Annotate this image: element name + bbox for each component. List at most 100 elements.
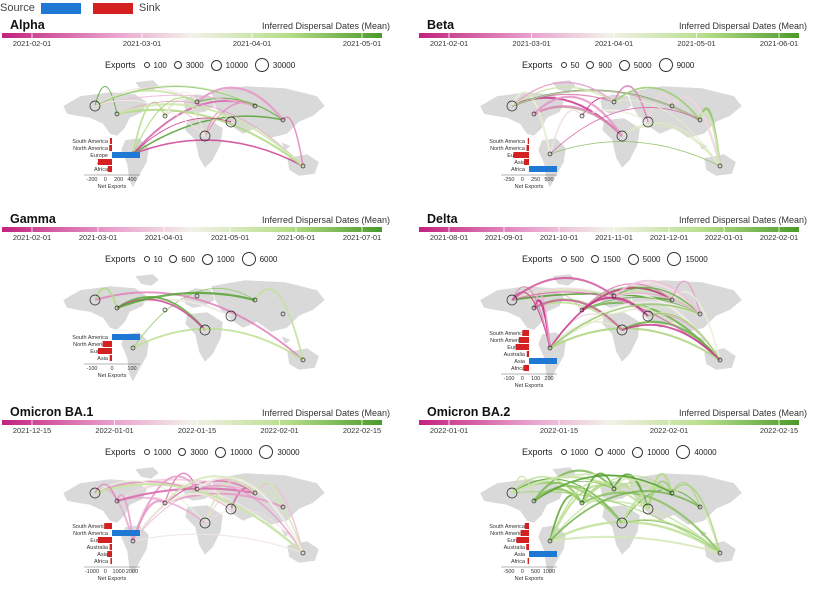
continent xyxy=(479,478,565,524)
world-map xyxy=(62,273,326,383)
net-exports-label: Net Exports xyxy=(515,576,544,582)
dispersal-flow xyxy=(698,111,722,167)
export-node xyxy=(162,113,168,119)
panel-svg: 2022-01-01 2022-01-15 2022-02-01 2022-02-15… xyxy=(419,420,799,582)
export-node xyxy=(531,305,537,311)
dispersal-flow xyxy=(533,480,615,502)
export-node xyxy=(89,100,101,112)
dispersal-flow xyxy=(613,292,701,315)
panel-4: Omicron BA.1 Inferred Dispersal Dates (Me… xyxy=(0,405,404,595)
dispersal-flow xyxy=(549,141,721,167)
colorbar xyxy=(2,33,382,38)
dispersal-flow xyxy=(94,87,198,107)
net-export-bar xyxy=(107,551,112,557)
net-export-tick: 500 xyxy=(531,569,540,575)
dispersal-flow xyxy=(549,303,701,349)
net-export-bar xyxy=(513,152,529,158)
exports-size-item: 600 xyxy=(169,255,195,264)
net-export-bar xyxy=(527,558,529,564)
exports-size-item: 500 xyxy=(560,255,584,264)
date-tick-label: 2022-01-01 xyxy=(430,426,468,435)
dispersal-flow xyxy=(533,474,673,502)
panel-2: Gamma Inferred Dispersal Dates (Mean) 2021… xyxy=(0,212,404,402)
exports-size-item: 3000 xyxy=(178,448,208,457)
net-export-tick: 100 xyxy=(127,366,136,372)
dispersal-flow xyxy=(549,327,721,361)
region-label: North America xyxy=(73,342,109,348)
exports-size-label: 30000 xyxy=(277,447,300,457)
export-node xyxy=(717,550,723,556)
net-export-bar xyxy=(112,152,140,158)
region-label: Asia xyxy=(97,356,109,362)
exports-size-label: 9000 xyxy=(676,60,695,70)
net-export-bar xyxy=(529,551,557,557)
net-export-tick: 500 xyxy=(544,177,553,183)
dispersal-flow xyxy=(132,139,304,167)
export-node xyxy=(300,163,306,169)
colorbar-title: Inferred Dispersal Dates (Mean) xyxy=(261,408,390,418)
exports-size-circle xyxy=(627,253,639,265)
dispersal-flow xyxy=(204,508,304,554)
export-node xyxy=(611,486,617,492)
dispersal-flow xyxy=(533,95,623,137)
panel-1: Beta Inferred Dispersal Dates (Mean) 2021-… xyxy=(417,18,821,208)
net-export-tick: 0 xyxy=(104,177,107,183)
net-export-tick: 0 xyxy=(521,177,524,183)
colorbar-title: Inferred Dispersal Dates (Mean) xyxy=(678,21,807,31)
dispersal-flow xyxy=(196,86,284,121)
exports-size-label: 50 xyxy=(570,60,580,70)
dispersal-flow xyxy=(132,327,304,361)
dispersal-flow xyxy=(196,97,284,121)
net-export-tick: -100 xyxy=(503,376,514,382)
colorbar xyxy=(419,33,799,38)
net-exports-label: Net Exports xyxy=(515,184,544,190)
export-node xyxy=(531,111,537,117)
export-node xyxy=(616,517,628,529)
source-sink-legend: Source Sink xyxy=(0,0,160,16)
dispersal-flow xyxy=(94,287,118,309)
exports-size-label: 30000 xyxy=(272,60,296,70)
region-label: Asia xyxy=(514,552,526,558)
dispersal-flow xyxy=(116,291,256,310)
net-export-tick: 0 xyxy=(521,376,524,382)
region-label: South America xyxy=(72,524,109,530)
dispersal-flow xyxy=(511,86,615,107)
panel-title: Delta xyxy=(427,212,458,226)
exports-legend: Exports 100 3000 10000 30000 xyxy=(105,58,302,72)
net-export-tick: 100 xyxy=(531,376,540,382)
export-node xyxy=(300,550,306,556)
dispersal-flow xyxy=(204,479,256,524)
date-tick-label: 2021-07-01 xyxy=(343,233,381,242)
exports-label: Exports xyxy=(105,254,136,264)
export-node xyxy=(252,103,258,109)
region-label: Africa xyxy=(94,167,109,173)
exports-size-item: 10000 xyxy=(632,446,669,458)
region-label: North America xyxy=(490,146,526,152)
world-map xyxy=(479,79,743,189)
dispersal-flow xyxy=(613,279,701,315)
panel-title: Beta xyxy=(427,18,455,32)
continent xyxy=(280,141,292,151)
date-tick-label: 2021-02-01 xyxy=(13,233,51,242)
export-node xyxy=(506,487,518,499)
region-label: North America xyxy=(73,531,109,537)
dispersal-flow xyxy=(511,491,721,554)
exports-size-label: 3000 xyxy=(190,447,209,457)
region-label: Europe xyxy=(507,538,525,544)
exports-legend: Exports 1000 3000 10000 30000 xyxy=(105,445,307,459)
dispersal-flow xyxy=(511,473,673,494)
dispersal-flow xyxy=(581,472,615,504)
dispersal-flow xyxy=(132,115,284,155)
export-node xyxy=(579,500,585,506)
exports-size-label: 1000 xyxy=(216,254,235,264)
exports-size-item: 40000 xyxy=(676,445,717,459)
export-node xyxy=(611,293,617,299)
exports-size-item: 3000 xyxy=(173,61,204,70)
dispersal-flow xyxy=(613,478,649,510)
export-node xyxy=(669,103,675,109)
net-export-bar xyxy=(102,341,112,347)
panel-5: Omicron BA.2 Inferred Dispersal Dates (Me… xyxy=(417,405,821,595)
exports-size-circle xyxy=(241,252,256,266)
date-tick-label: 2021-04-01 xyxy=(595,39,633,48)
exports-label: Exports xyxy=(522,447,553,457)
